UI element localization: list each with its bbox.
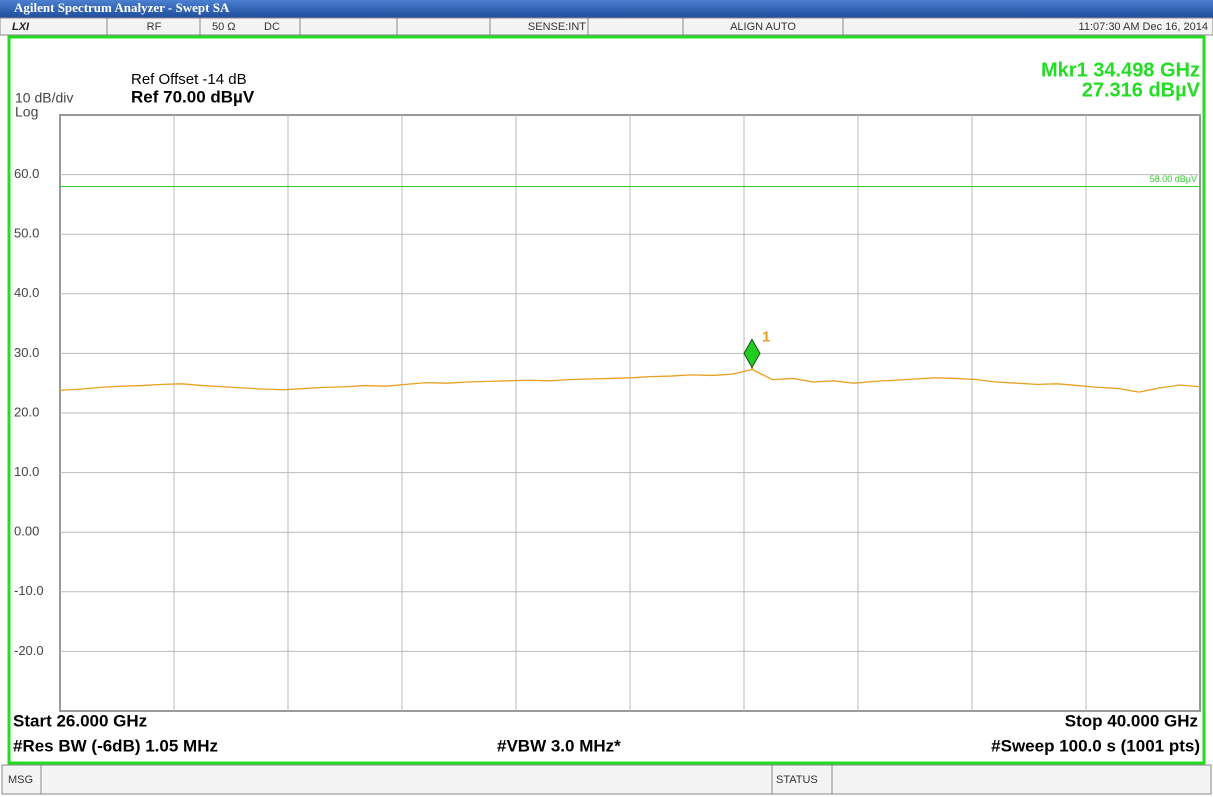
info-dividers xyxy=(106,18,844,35)
y-tick-label: 20.0 xyxy=(14,404,39,419)
scale-label: 10 dB/div xyxy=(15,90,73,106)
ref-level: Ref 70.00 dBµV xyxy=(131,87,255,106)
marker-level: 27.316 dBµV xyxy=(1082,79,1201,101)
video-bandwidth: #VBW 3.0 MHz* xyxy=(497,736,621,755)
info-bar xyxy=(0,17,1213,36)
status-bar xyxy=(1,764,1212,795)
sense-label: SENSE:INT xyxy=(528,21,586,33)
scale-type: Log xyxy=(15,104,38,120)
start-frequency: Start 26.000 GHz xyxy=(13,711,147,730)
ref-offset: Ref Offset -14 dB xyxy=(131,71,247,88)
rf-label: RF xyxy=(147,21,162,33)
align-label: ALIGN AUTO xyxy=(730,21,796,33)
marker-diamond xyxy=(743,338,761,369)
display-frame xyxy=(7,35,1206,765)
y-tick-label: 50.0 xyxy=(14,226,39,241)
title-bar xyxy=(0,0,1213,18)
y-tick-label: -10.0 xyxy=(14,583,44,598)
stop-frequency: Stop 40.000 GHz xyxy=(1065,711,1198,730)
y-tick-label: -20.0 xyxy=(14,643,44,658)
resolution-bandwidth: #Res BW (-6dB) 1.05 MHz xyxy=(13,736,218,755)
window-title: Agilent Spectrum Analyzer - Swept SA xyxy=(14,0,230,15)
display-line-label: 58.00 dBµV xyxy=(1150,174,1197,184)
coupling-label: DC xyxy=(264,21,280,33)
marker-frequency: Mkr1 34.498 GHz xyxy=(1041,59,1200,81)
y-tick-label: 10.0 xyxy=(14,464,39,479)
impedance-label: 50 Ω xyxy=(212,21,236,33)
y-tick-label: 60.0 xyxy=(14,166,39,181)
marker-number: 1 xyxy=(762,328,770,345)
y-tick-label: 0.00 xyxy=(14,524,39,539)
trace xyxy=(59,368,1201,393)
msg-label: MSG xyxy=(8,774,33,786)
sweep-time: #Sweep 100.0 s (1001 pts) xyxy=(991,736,1200,755)
plot-layer: 60.0 50.0 40.0 30.0 20.0 10.0 0.00 -10.0 -20.0 58… xyxy=(14,166,1201,658)
y-tick-label: 40.0 xyxy=(14,285,39,300)
datetime-label: 11:07:30 AM Dec 16, 2014 xyxy=(1079,21,1208,33)
y-tick-label: 30.0 xyxy=(14,345,39,360)
status-label: STATUS xyxy=(776,774,818,786)
lxi-logo: LXI xyxy=(12,21,30,33)
